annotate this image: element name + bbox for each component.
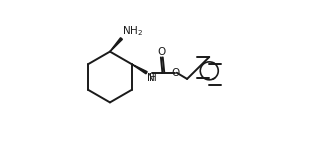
Polygon shape bbox=[132, 64, 147, 74]
Text: O: O bbox=[158, 47, 166, 57]
Text: NH$_2$: NH$_2$ bbox=[122, 24, 143, 38]
Text: H: H bbox=[149, 73, 157, 83]
Polygon shape bbox=[110, 38, 123, 52]
Text: N: N bbox=[147, 73, 155, 83]
Text: O: O bbox=[172, 68, 180, 78]
